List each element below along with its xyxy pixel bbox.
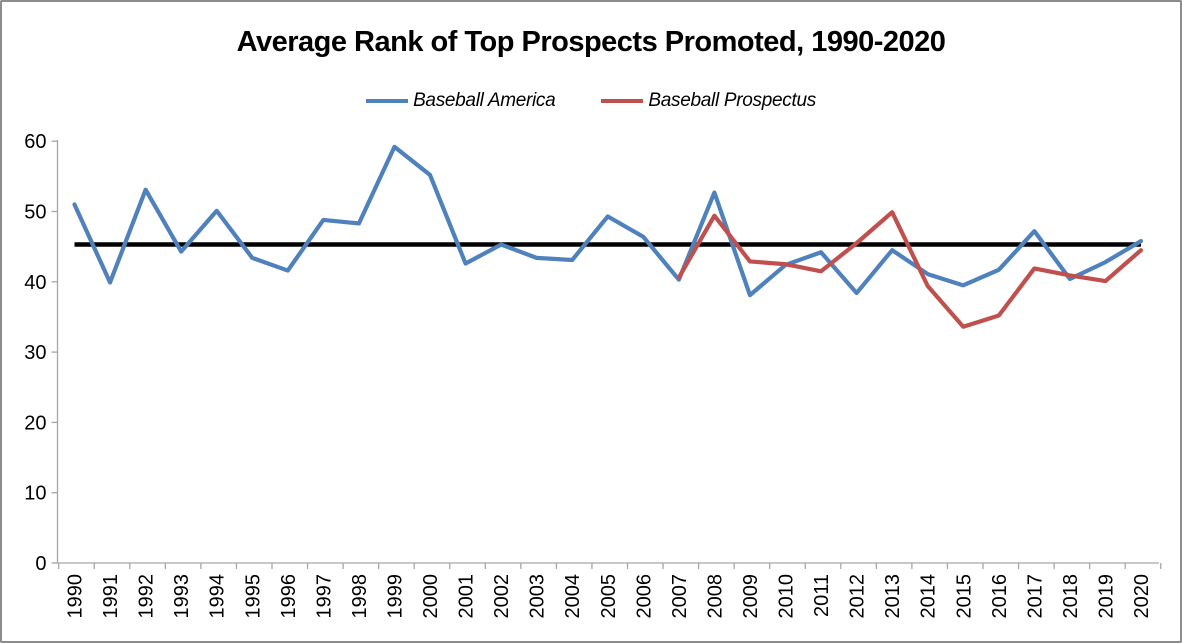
legend-label-baseball-prospectus: Baseball Prospectus bbox=[648, 90, 816, 111]
y-tick-label: 0 bbox=[35, 553, 46, 575]
x-tick-label: 2015 bbox=[953, 574, 975, 619]
x-tick-label: 2003 bbox=[527, 574, 549, 619]
x-tick-label: 2007 bbox=[669, 574, 691, 619]
x-tick-label: 2006 bbox=[633, 574, 655, 619]
legend-item-baseball-prospectus: Baseball Prospectus bbox=[601, 90, 816, 112]
x-tick-label: 1993 bbox=[171, 574, 193, 619]
x-tick-label: 2014 bbox=[918, 574, 940, 619]
baseball-prospectus-line bbox=[676, 210, 1144, 329]
x-tick-label: 2012 bbox=[847, 574, 869, 619]
x-tick-label: 2009 bbox=[740, 574, 762, 619]
x-tick-label: 2000 bbox=[420, 574, 442, 619]
baseball-prospectus-line-swatch bbox=[601, 99, 644, 103]
x-tick-label: 2013 bbox=[882, 574, 904, 619]
legend-label-baseball-america: Baseball America bbox=[413, 90, 556, 111]
x-tick-label: 1992 bbox=[136, 574, 158, 619]
x-tick-label: 2001 bbox=[456, 574, 478, 619]
x-tick-label: 2004 bbox=[562, 574, 584, 619]
x-tick-label: 2002 bbox=[491, 574, 513, 619]
legend-item-baseball-america: Baseball America bbox=[366, 90, 556, 112]
baseball-america-line bbox=[72, 144, 1144, 298]
baseball-america-line-swatch bbox=[366, 99, 409, 103]
x-tick-label: 1999 bbox=[384, 574, 406, 619]
x-tick-label: 1991 bbox=[100, 574, 122, 619]
x-tick-label: 2005 bbox=[598, 574, 620, 619]
y-tick-label: 40 bbox=[24, 272, 46, 294]
y-tick-label: 10 bbox=[24, 483, 46, 505]
x-tick-label: 2008 bbox=[704, 574, 726, 619]
legend: Baseball America Baseball Prospectus bbox=[2, 90, 1180, 112]
x-tick-label: 2019 bbox=[1095, 574, 1117, 619]
x-tick-label: 2016 bbox=[989, 574, 1011, 619]
y-tick-label: 60 bbox=[24, 131, 46, 153]
x-tick-label: 1998 bbox=[349, 574, 371, 619]
y-tick-label: 50 bbox=[24, 202, 46, 224]
x-tick-label: 2010 bbox=[776, 574, 798, 619]
x-tick-label: 1990 bbox=[65, 574, 87, 619]
x-tick-label: 1997 bbox=[313, 574, 335, 619]
x-tick-label: 2011 bbox=[811, 574, 833, 617]
x-tick-label: 1994 bbox=[207, 574, 229, 619]
x-tick-label: 1996 bbox=[278, 574, 300, 619]
x-tick-label: 2017 bbox=[1024, 574, 1046, 619]
chart-title: Average Rank of Top Prospects Promoted, … bbox=[236, 26, 946, 58]
x-tick-label: 2020 bbox=[1131, 574, 1153, 619]
x-tick-label: 2018 bbox=[1060, 574, 1082, 619]
y-tick-label: 30 bbox=[24, 342, 46, 364]
x-tick-label: 1995 bbox=[242, 574, 264, 619]
y-tick-label: 20 bbox=[24, 412, 46, 434]
